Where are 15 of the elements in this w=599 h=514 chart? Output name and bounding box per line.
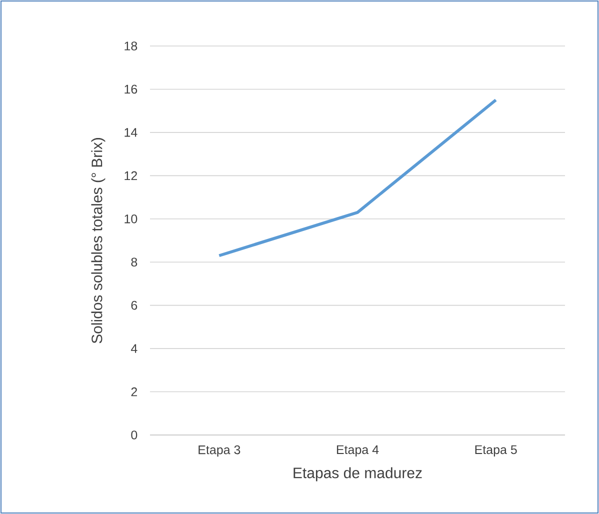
y-tick-label: 18 [124,42,138,50]
x-tick-label: Etapa 5 [475,445,517,457]
y-tick-label: 6 [131,300,138,310]
y-tick-label: 0 [131,430,138,440]
y-tick-label: 16 [124,84,138,94]
y-axis-title: Solidos solubles totales (° Brix) [91,138,106,344]
y-tick-label: 2 [131,387,138,396]
y-tick-label: 12 [124,171,138,180]
x-tick-label: Etapa 4 [336,445,379,457]
y-tick-label: 4 [130,344,138,353]
y-tick-label: 8 [131,258,138,267]
y-tick-label: 10 [124,214,138,224]
x-axis-title: Etapas de madurez [294,467,422,482]
y-tick-label: 14 [124,128,138,137]
x-tick-label: Etapa 3 [198,445,240,457]
